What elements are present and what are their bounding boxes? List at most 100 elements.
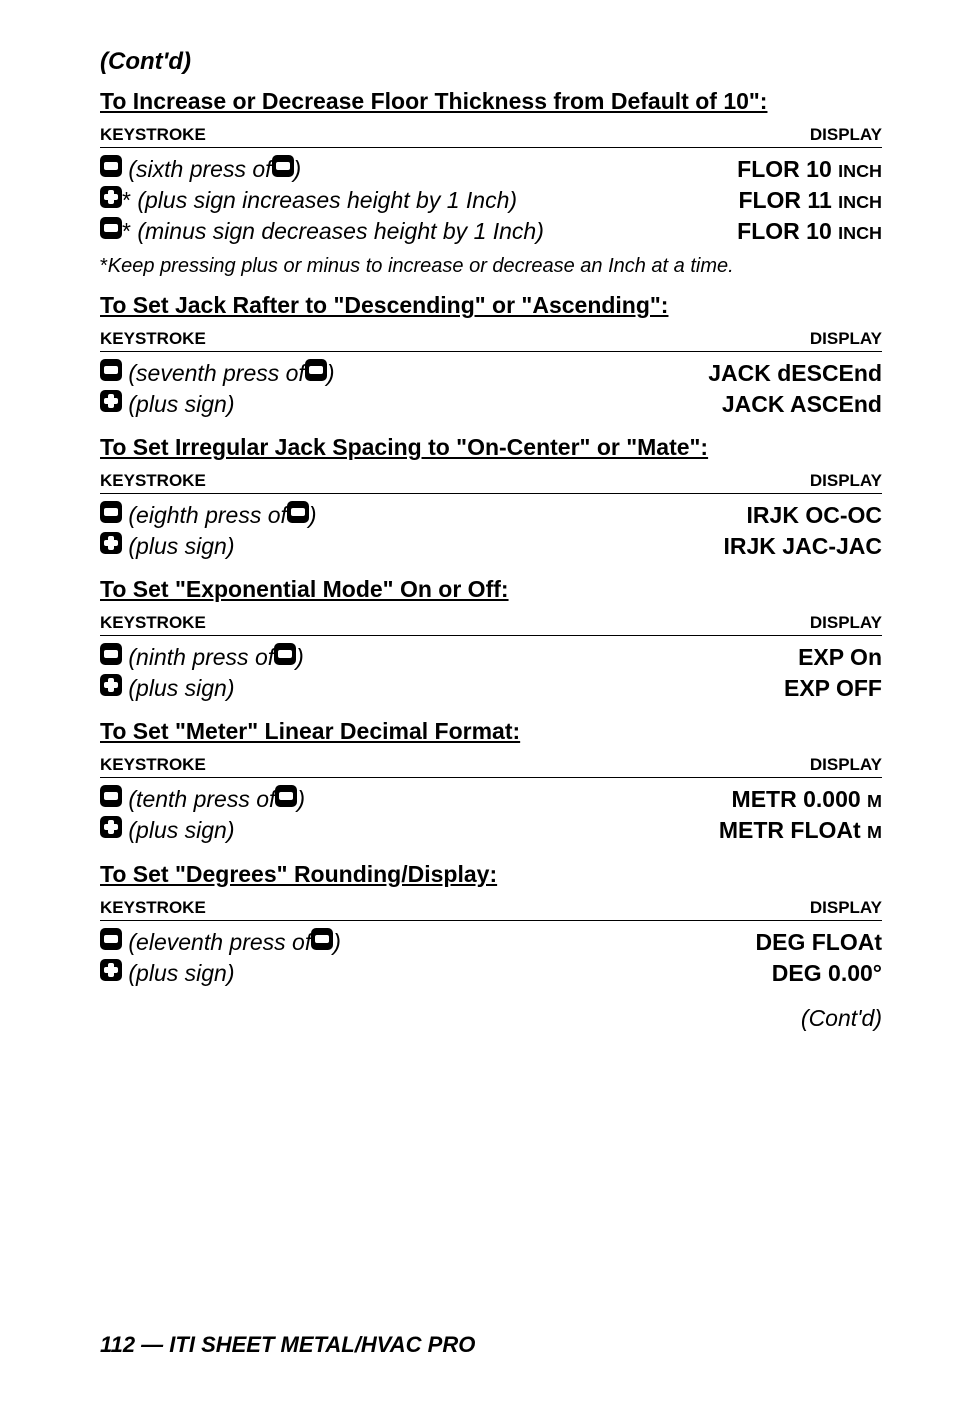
keystroke-desc: ) [333,927,341,958]
keystroke-desc: ) [309,500,317,531]
header-keystroke: KEYSTROKE [100,125,206,145]
keystroke-desc: (plus sign increases height by 1 Inch) [137,185,517,216]
keystroke-cell: (plus sign) [100,815,235,846]
display-cell: IRJK OC-OC [747,500,882,531]
display-value: EXP OFF [784,675,882,701]
table-header: KEYSTROKE DISPLAY [100,471,882,494]
display-cell: DEG 0.00° [772,958,882,989]
keystroke-desc: (seventh press of [128,358,304,389]
header-keystroke: KEYSTROKE [100,613,206,633]
display-value: EXP On [798,644,882,670]
keystroke-cell: (ninth press of ) [100,642,304,673]
table-header: KEYSTROKE DISPLAY [100,125,882,148]
footer-sc: HEET [216,1332,275,1357]
keystroke-cell: (sixth press of ) [100,154,301,185]
keystroke-desc: (plus sign) [128,531,234,562]
keystroke-desc: (minus sign decreases height by 1 Inch) [137,216,544,247]
plus-icon [100,816,122,838]
table-row: (plus sign) EXP OFF [100,673,882,704]
display-unit: INCH [838,192,882,212]
display-value: JACK ASCEnd [722,391,882,417]
keystroke-desc: ) [297,784,305,815]
footer-sc: ETAL [299,1332,355,1357]
header-keystroke: KEYSTROKE [100,329,206,349]
footer-sc: RO [442,1332,475,1357]
keystroke-cell: (eleventh press of ) [100,927,341,958]
keystroke-cell: * (minus sign decreases height by 1 Inch… [100,216,544,247]
plus-icon [100,674,122,696]
keystroke-desc: (sixth press of [128,154,271,185]
header-keystroke: KEYSTROKE [100,471,206,491]
footnote-marker: * [100,255,108,277]
keystroke-desc: (ninth press of [128,642,274,673]
display-unit: M [867,791,882,811]
header-display: DISPLAY [810,613,882,633]
section-title: To Increase or Decrease Floor Thickness … [100,88,882,115]
display-value: DEG 0.00° [772,960,882,986]
display-cell: FLOR 10 INCH [737,216,882,247]
display-cell: FLOR 11 INCH [738,185,882,216]
page-footer: 112 — ITI SHEET METAL/HVAC PRO [100,1332,475,1358]
display-cell: EXP OFF [784,673,882,704]
display-cell: JACK ASCEnd [722,389,882,420]
table-row: (plus sign) DEG 0.00° [100,958,882,989]
footer-text: M [274,1332,298,1357]
minus-icon [287,501,309,523]
keystroke-desc: (plus sign) [128,389,234,420]
display-unit: INCH [838,223,882,243]
keystroke-cell: (tenth press of ) [100,784,305,815]
minus-icon [100,359,122,381]
keystroke-desc: (plus sign) [128,958,234,989]
minus-icon [100,785,122,807]
display-cell: JACK dESCEnd [708,358,882,389]
plus-icon [100,186,122,208]
display-unit: INCH [838,161,882,181]
display-value: METR 0.000 [732,786,868,812]
section-title: To Set "Meter" Linear Decimal Format: [100,718,882,745]
contd-bottom-label: (Cont'd) [100,1005,882,1032]
display-cell: METR 0.000 M [732,784,882,815]
header-keystroke: KEYSTROKE [100,898,206,918]
table-row: (ninth press of ) EXP On [100,642,882,673]
keystroke-desc: ) [296,642,304,673]
keystroke-cell: (plus sign) [100,673,235,704]
display-cell: DEG FLOAt [756,927,883,958]
section-title: To Set "Degrees" Rounding/Display: [100,861,882,888]
keystroke-desc: (plus sign) [128,815,234,846]
footnote-marker: * [122,216,131,247]
header-display: DISPLAY [810,755,882,775]
header-display: DISPLAY [810,471,882,491]
minus-icon [311,928,333,950]
keystroke-desc: (tenth press of [128,784,275,815]
display-value: IRJK JAC-JAC [724,533,882,559]
display-cell: METR FLOAt M [719,815,882,846]
display-cell: IRJK JAC-JAC [724,531,882,562]
minus-icon [100,217,122,239]
minus-icon [272,155,294,177]
table-row: (plus sign) IRJK JAC-JAC [100,531,882,562]
table-row: * (minus sign decreases height by 1 Inch… [100,216,882,247]
header-display: DISPLAY [810,125,882,145]
display-unit: M [867,822,882,842]
footer-text: 112 — ITI S [100,1332,216,1357]
keystroke-desc: (eighth press of [128,500,287,531]
keystroke-cell: (plus sign) [100,958,235,989]
table-row: (eleventh press of ) DEG FLOAt [100,927,882,958]
keystroke-desc: (eleventh press of [128,927,311,958]
keystroke-cell: (seventh press of ) [100,358,334,389]
header-display: DISPLAY [810,329,882,349]
minus-icon [100,643,122,665]
display-value: JACK dESCEnd [708,360,882,386]
table-row: (plus sign) METR FLOAt M [100,815,882,846]
keystroke-desc: ) [327,358,335,389]
plus-icon [100,959,122,981]
table-header: KEYSTROKE DISPLAY [100,329,882,352]
keystroke-cell: (plus sign) [100,531,235,562]
footnote: *Keep pressing plus or minus to increase… [100,255,882,278]
table-row: (eighth press of ) IRJK OC-OC [100,500,882,531]
table-row: (plus sign) JACK ASCEnd [100,389,882,420]
display-value: FLOR 11 [738,187,838,213]
section-title: To Set Jack Rafter to "Descending" or "A… [100,292,882,319]
minus-icon [275,785,297,807]
display-value: METR FLOAt [719,817,867,843]
